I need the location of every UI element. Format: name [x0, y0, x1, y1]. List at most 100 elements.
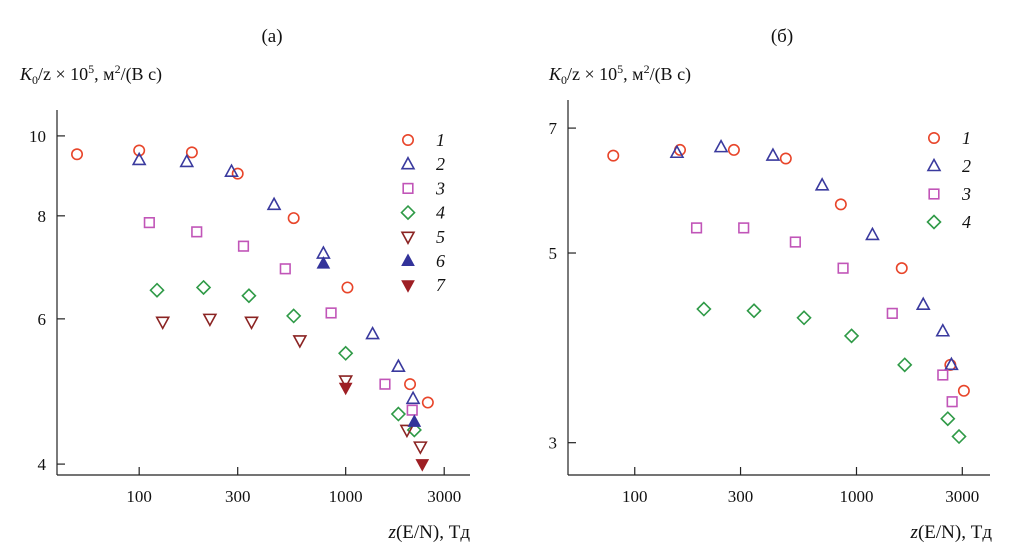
- panel-b-series-2-point: [814, 177, 830, 191]
- panel-b-y-tick-label: 5: [549, 244, 558, 263]
- panel-a-legend: 1 2 3 4 5 6 7: [400, 130, 446, 295]
- panel-a-series-4-point: [390, 406, 407, 422]
- panel-a-series-5-point: [292, 335, 308, 349]
- panel-a-legend-marker-1: [401, 134, 414, 147]
- panel-a-series-1-point: [421, 396, 434, 409]
- panel-a-series-1-point: [133, 144, 146, 157]
- panel-a-series-4-point: [241, 288, 257, 304]
- panel-a-x-tick-label: 1000: [329, 487, 363, 506]
- panel-b-series-3-point: [738, 222, 750, 234]
- panel-a-series-3-point: [191, 226, 203, 238]
- panel-b-series-2-point: [915, 296, 931, 311]
- panel-a-series-6-point: [407, 414, 422, 427]
- panel-a-y-tick-label: 8: [38, 207, 47, 226]
- panel-a-series-2-point: [405, 390, 421, 405]
- panel-a-series-1-point: [71, 148, 84, 161]
- panel-b-series-4-point: [796, 310, 812, 326]
- panel-a-series-3-point: [325, 307, 337, 319]
- panel-b-y-axis-label: K0/z × 105, м2/(В с): [548, 62, 691, 87]
- panel-a-y-tick-label: 6: [38, 310, 47, 329]
- panel-a-series-6-point: [316, 256, 331, 269]
- panel-a-series-2-point: [131, 151, 147, 166]
- panel-a-legend-label-2: 2: [436, 154, 445, 174]
- panel-a-points: [71, 144, 434, 472]
- panel-b-series-3-point: [946, 396, 958, 408]
- panel-a-series-2-point: [266, 196, 282, 211]
- panel-b-legend-marker-4: [926, 214, 942, 230]
- panel-a-series-4-point: [338, 345, 354, 361]
- panel-b-legend-label-3: 3: [961, 184, 971, 204]
- panel-b-series-4-point: [696, 301, 712, 317]
- panel-b-series-2-point: [944, 356, 959, 371]
- panel-a-legend-marker-7: [401, 280, 415, 293]
- panel-a-series-2-point: [391, 358, 406, 372]
- panel-b-series-1-point: [895, 262, 908, 275]
- panel-a-series-4-point: [195, 279, 212, 296]
- panel-a-y-tick-label: 10: [29, 127, 46, 146]
- panel-a-series-5-point: [399, 424, 415, 439]
- panel-b-legend-label-4: 4: [962, 212, 971, 232]
- panel-a-legend-label-1: 1: [436, 130, 445, 150]
- panel-a-series-1-point: [404, 378, 417, 391]
- panel-a-series-2-point: [365, 325, 380, 340]
- panel-a-legend-marker-5: [400, 231, 416, 245]
- panel-b-series-4-point: [897, 357, 913, 373]
- panel-a-series-1-point: [341, 281, 354, 294]
- panel-a-x-tick-label: 300: [225, 487, 251, 506]
- panel-a-series-3-point: [379, 378, 391, 390]
- panel-b-x-tick-label: 100: [622, 487, 648, 506]
- panel-b-series-4-point: [843, 328, 860, 344]
- panel-a-ticks: 100 300 1000 3000 4 6 8 10: [29, 127, 461, 506]
- panel-a-legend-marker-4: [400, 204, 416, 221]
- panel-b-series-2-point: [669, 144, 685, 159]
- panel-a-legend-marker-6: [401, 253, 415, 266]
- panel-a-y-axis-label: K0/z × 105, м2/(В с): [19, 62, 162, 87]
- panel-b-series-1-point: [957, 384, 970, 397]
- panel-b-series-1-point: [607, 149, 620, 162]
- panel-b-legend: 1 2 3 4: [926, 128, 971, 232]
- panel-b-legend-marker-1: [927, 132, 940, 145]
- panel-a-x-tick-label: 100: [126, 487, 152, 506]
- panel-a-series-1-point: [185, 146, 198, 159]
- panel-b-series-3-point: [937, 369, 949, 381]
- panel-b-series-3-point: [690, 222, 703, 234]
- panel-a-series-7-point: [338, 382, 353, 396]
- panel-a-legend-label-6: 6: [436, 251, 445, 271]
- panel-a-legend-marker-3: [402, 182, 414, 195]
- panel-b-x-tick-label: 3000: [945, 487, 979, 506]
- panel-b-legend-marker-2: [926, 157, 942, 172]
- panel-a-x-axis-label: z(E/N), Тд: [388, 522, 471, 543]
- panel-a-series-5-point: [202, 313, 218, 328]
- panel-b-series-2-point: [713, 138, 729, 153]
- panel-b-series-3-point: [837, 262, 849, 274]
- panel-a-series-5-point: [338, 375, 354, 389]
- panel-a-series-5-point: [244, 316, 259, 331]
- panel-a-legend-label-7: 7: [436, 275, 446, 295]
- panel-a: (а) K0/z × 105, м2/(В с) z(E/N), Тд 100 3…: [19, 26, 470, 543]
- panel-a-series-1-point: [287, 212, 300, 225]
- panel-a-series-4-point: [286, 308, 302, 324]
- panel-a-legend-label-5: 5: [436, 227, 445, 247]
- panel-b-y-tick-label: 7: [549, 119, 558, 138]
- panel-a-legend-label-4: 4: [436, 203, 445, 223]
- panel-b-series-2-point: [935, 323, 951, 337]
- panel-b-series-2-point: [865, 226, 880, 241]
- panel-b-series-4-point: [951, 428, 967, 445]
- panel-a-legend-label-3: 3: [435, 178, 445, 198]
- panel-b-series-3-point: [789, 236, 801, 248]
- panel-a-label: (а): [261, 26, 282, 47]
- panel-b-series-2-point: [765, 147, 781, 161]
- panel-a-legend-marker-2: [400, 156, 416, 170]
- panel-b-points: [607, 138, 970, 445]
- panel-b-series-1-point: [834, 198, 847, 211]
- panel-a-series-3-point: [406, 404, 418, 416]
- panel-b-y-tick-label: 3: [549, 434, 558, 453]
- panel-a-x-tick-label: 3000: [427, 487, 461, 506]
- panel-a-series-5-point: [155, 316, 171, 331]
- panel-b-series-4-point: [940, 411, 956, 427]
- panel-b-legend-marker-3: [928, 188, 940, 200]
- panel-a-series-7-point: [415, 459, 430, 472]
- panel-a-series-2-point: [179, 153, 195, 168]
- panel-b-x-tick-label: 1000: [839, 487, 873, 506]
